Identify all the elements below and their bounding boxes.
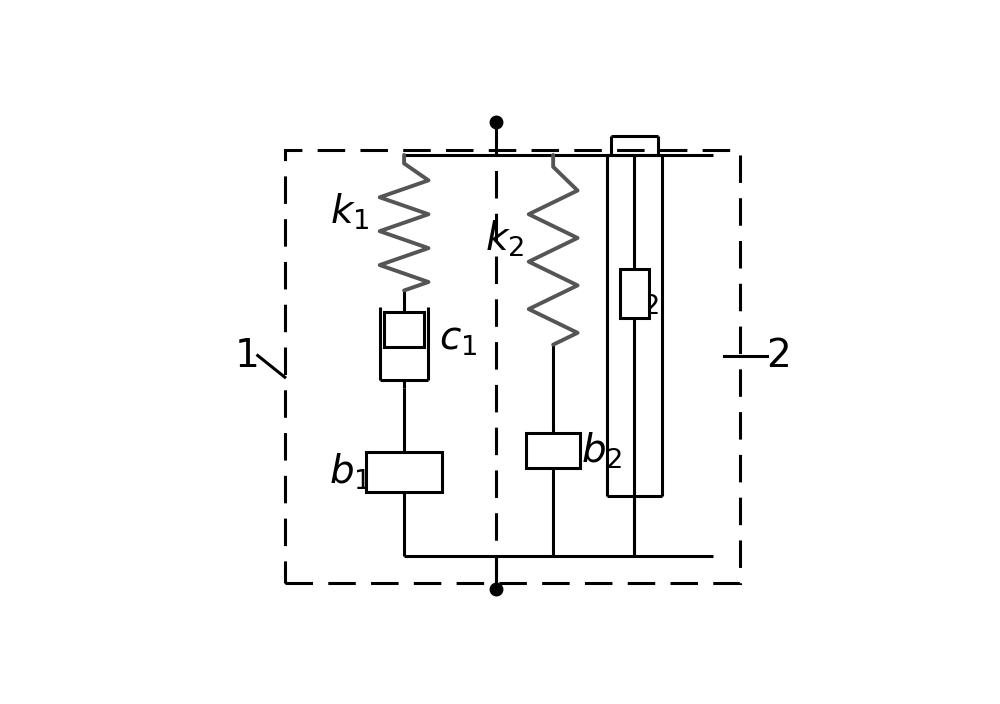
Text: $b_1$: $b_1$ bbox=[329, 452, 371, 492]
Text: 1: 1 bbox=[234, 337, 259, 375]
Bar bbox=[366, 452, 442, 492]
Text: $b_2$: $b_2$ bbox=[581, 430, 623, 470]
Text: $k_2$: $k_2$ bbox=[485, 219, 524, 259]
Bar bbox=[620, 269, 649, 318]
Bar bbox=[526, 433, 580, 468]
Text: $k_1$: $k_1$ bbox=[330, 191, 370, 232]
Text: $c_1$: $c_1$ bbox=[439, 321, 477, 358]
Bar bbox=[384, 312, 424, 347]
Text: 2: 2 bbox=[766, 337, 790, 375]
Text: $c_2$: $c_2$ bbox=[621, 280, 659, 317]
Bar bbox=[285, 149, 740, 583]
